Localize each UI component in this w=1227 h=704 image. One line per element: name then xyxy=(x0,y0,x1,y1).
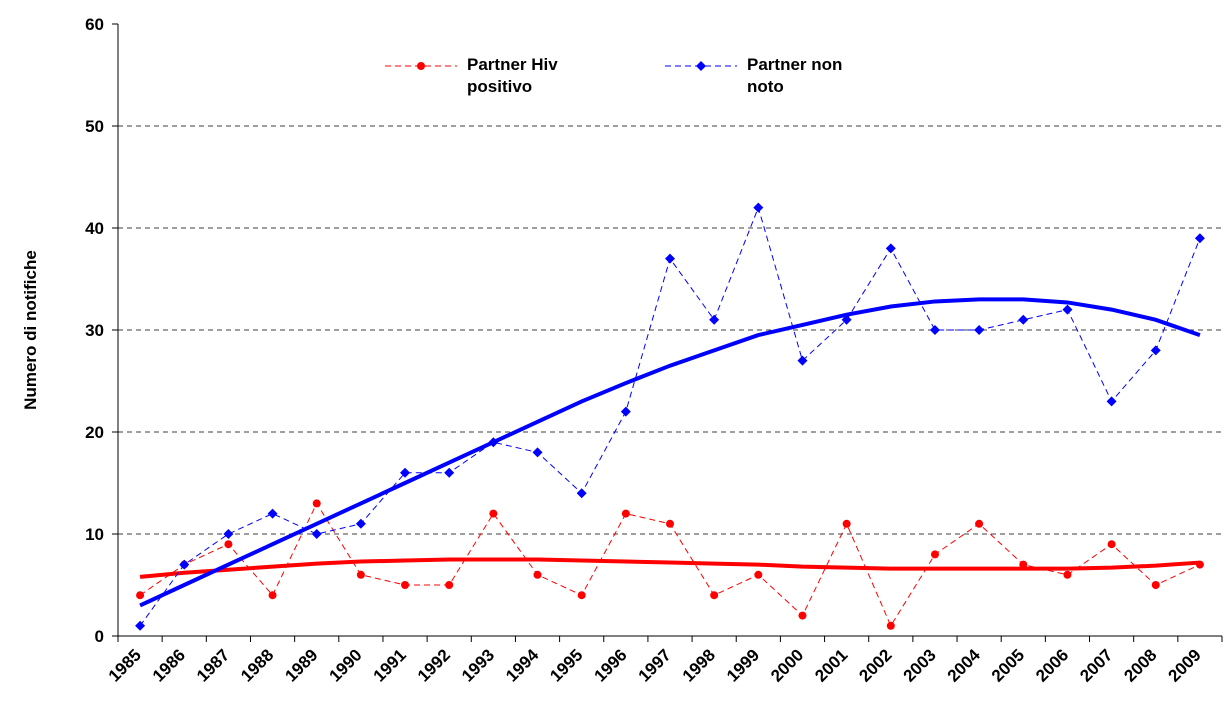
data-point xyxy=(267,508,278,519)
trend-line xyxy=(139,557,1201,579)
data-point xyxy=(710,591,719,600)
x-tick-label: 2000 xyxy=(767,645,807,685)
legend-marker xyxy=(696,61,706,71)
data-point xyxy=(489,509,498,518)
y-tick-label: 60 xyxy=(85,15,104,34)
data-point xyxy=(312,499,321,508)
data-point xyxy=(445,581,454,589)
data-point xyxy=(224,540,233,549)
y-tick-label: 50 xyxy=(85,117,104,136)
data-point xyxy=(136,591,145,600)
x-tick-label: 2004 xyxy=(944,645,985,686)
x-tick-label: 1987 xyxy=(193,645,233,685)
data-point xyxy=(532,447,543,458)
data-point xyxy=(620,406,631,417)
trend-line xyxy=(139,297,1201,608)
data-point xyxy=(135,620,146,631)
x-tick-label: 2006 xyxy=(1032,645,1072,685)
data-point xyxy=(356,570,365,579)
x-tick-label: 1998 xyxy=(679,645,719,685)
x-tick-label: 1994 xyxy=(502,645,543,686)
x-tick-label: 1999 xyxy=(723,645,763,685)
x-tick-label: 1989 xyxy=(281,645,321,685)
data-point xyxy=(1195,560,1204,569)
data-point xyxy=(709,314,720,325)
data-point xyxy=(666,519,674,528)
data-point xyxy=(886,621,895,630)
data-point xyxy=(798,611,807,620)
x-tick-label: 2001 xyxy=(811,645,851,685)
data-point xyxy=(1018,314,1029,325)
data-point xyxy=(355,518,366,529)
data-point xyxy=(401,581,410,589)
legend-label: Partner non noto xyxy=(747,55,843,96)
data-point xyxy=(841,314,852,325)
x-tick-label: 1993 xyxy=(458,645,498,685)
x-tick-label: 2003 xyxy=(900,645,940,685)
x-tick-label: 2008 xyxy=(1120,645,1160,685)
data-point xyxy=(1194,233,1205,244)
data-point xyxy=(1019,560,1028,569)
data-point xyxy=(621,509,630,518)
data-point xyxy=(754,570,763,579)
y-tick-label: 30 xyxy=(85,321,104,340)
x-tick-label: 2005 xyxy=(988,645,1028,685)
data-point xyxy=(929,325,940,335)
data-point xyxy=(842,519,851,528)
x-tick-label: 2007 xyxy=(1076,645,1116,685)
data-point xyxy=(533,570,542,579)
x-tick-label: 2009 xyxy=(1165,645,1205,685)
x-tick-label: 1985 xyxy=(105,645,145,685)
x-tick-label: 1996 xyxy=(590,645,630,685)
data-point xyxy=(1151,581,1160,589)
data-point xyxy=(223,529,234,539)
data-point xyxy=(488,437,499,448)
legend-marker xyxy=(417,62,425,70)
data-point xyxy=(797,355,808,366)
data-point xyxy=(179,559,190,570)
data-point xyxy=(444,467,455,478)
data-point xyxy=(975,519,984,528)
y-tick-label: 20 xyxy=(85,423,104,442)
data-point xyxy=(576,488,587,499)
x-tick-label: 1991 xyxy=(370,645,410,685)
data-point xyxy=(268,591,277,600)
x-tick-label: 1990 xyxy=(326,645,366,685)
data-point xyxy=(753,202,764,213)
legend-label: Partner Hiv positivo xyxy=(467,55,558,96)
y-tick-label: 40 xyxy=(85,219,104,238)
y-tick-label: 10 xyxy=(85,525,104,544)
x-tick-label: 2002 xyxy=(855,645,895,685)
x-tick-label: 1986 xyxy=(149,645,189,685)
data-point xyxy=(577,591,586,600)
y-tick-label: 0 xyxy=(95,627,104,646)
data-point xyxy=(974,325,985,335)
x-tick-label: 1988 xyxy=(237,645,277,685)
data-point xyxy=(1063,570,1072,579)
data-point xyxy=(400,467,411,478)
x-tick-label: 1997 xyxy=(635,645,675,685)
data-point xyxy=(1107,540,1116,549)
data-point xyxy=(1106,396,1117,407)
data-point xyxy=(930,550,939,559)
data-point xyxy=(885,243,896,254)
data-point xyxy=(311,529,322,539)
x-tick-label: 1992 xyxy=(414,645,454,685)
x-tick-label: 1995 xyxy=(546,645,586,685)
data-point xyxy=(1150,345,1161,356)
data-point xyxy=(1062,304,1073,315)
data-point xyxy=(665,253,675,264)
y-axis-label: Numero di notifiche xyxy=(21,250,40,410)
